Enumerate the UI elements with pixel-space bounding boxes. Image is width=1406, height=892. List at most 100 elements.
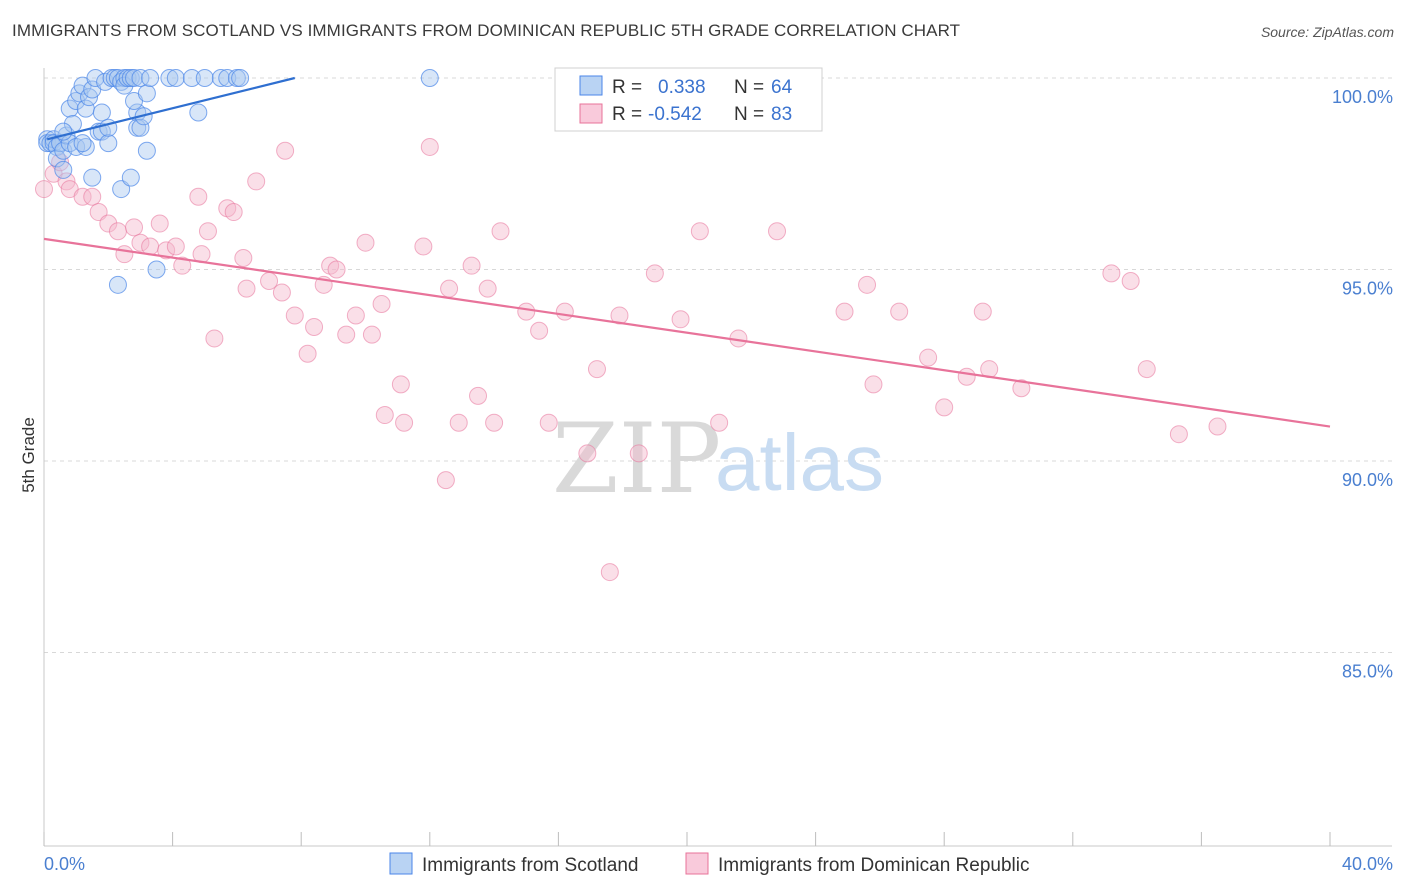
scotland-point-55	[218, 69, 237, 87]
dominican-point-28	[272, 283, 291, 302]
correlation-legend: R = 0.338 N = 64 R = -0.542 N = 83	[554, 67, 823, 132]
dominican-point-60	[600, 563, 619, 582]
dominican-point-45	[420, 137, 439, 156]
dominican-point-35	[327, 260, 346, 279]
dominican-point-15	[157, 241, 176, 260]
scotland-point-12	[60, 99, 79, 118]
dominican-point-11	[125, 218, 144, 237]
x-tick-label-0: 0.0%	[44, 854, 85, 874]
dominican-point-61	[610, 306, 629, 325]
dominican-point-5	[73, 187, 92, 206]
scotland-trend-line	[46, 76, 296, 141]
dominican-point-7	[89, 203, 108, 222]
dominican-point-37	[346, 306, 365, 325]
legend-r-label-dominican: R =	[612, 104, 642, 125]
dominican-point-58	[578, 444, 597, 463]
dominican-point-82	[1169, 425, 1188, 444]
scotland-point-54	[211, 69, 230, 87]
watermark: ZIP atlas	[552, 403, 884, 515]
dominican-point-32	[305, 317, 324, 336]
dominican-point-16	[166, 237, 185, 256]
scotland-points	[38, 69, 439, 294]
bottom-legend-swatch-dominican	[685, 852, 709, 875]
dominican-point-25	[237, 279, 256, 298]
dominican-point-78	[1012, 379, 1031, 398]
dominican-point-48	[449, 413, 468, 432]
series-legend: Immigrants from Scotland Immigrants from…	[389, 852, 1030, 876]
scotland-point-6	[47, 149, 66, 168]
dominican-point-65	[690, 222, 709, 241]
dominican-point-6	[83, 187, 102, 206]
dominican-point-51	[478, 279, 497, 298]
dominican-point-75	[957, 367, 976, 386]
legend-n-value-dominican: 83	[771, 104, 792, 125]
scotland-point-26	[92, 103, 111, 122]
scotland-point-28	[99, 134, 118, 153]
scotland-point-57	[231, 69, 250, 87]
scotland-point-34	[112, 180, 131, 199]
scotland-point-58	[420, 69, 439, 87]
dominican-point-46	[436, 471, 455, 490]
dominican-point-63	[645, 264, 664, 283]
dominican-point-73	[919, 348, 938, 367]
dominican-point-76	[973, 302, 992, 321]
dominican-point-62	[629, 444, 648, 463]
y-tick-label-2: 90.0%	[1342, 470, 1393, 490]
dominican-point-21	[205, 329, 224, 348]
legend-n-label-dominican: N =	[734, 104, 764, 125]
scotland-point-9	[54, 160, 73, 179]
dominican-point-38	[356, 233, 375, 252]
trend-lines	[43, 76, 1331, 428]
dominican-point-70	[858, 275, 877, 294]
dominican-point-72	[890, 302, 909, 321]
scotland-point-51	[166, 69, 185, 87]
legend-r-label-scotland: R =	[612, 77, 642, 98]
source-label: Source: ZipAtlas.com	[1260, 24, 1394, 40]
dominican-point-24	[234, 249, 253, 268]
dominican-point-0	[35, 180, 53, 199]
dominican-point-56	[539, 413, 558, 432]
axes	[43, 68, 1392, 847]
legend-n-label-scotland: N =	[734, 77, 764, 98]
scotland-point-52	[182, 69, 201, 87]
dominican-point-57	[555, 302, 574, 321]
y-tick-label-1: 95.0%	[1342, 279, 1393, 299]
dominican-point-71	[864, 375, 883, 394]
dominican-point-30	[285, 306, 304, 325]
bottom-legend-dominican: Immigrants from Dominican Republic	[718, 855, 1030, 876]
bottom-legend-scotland: Immigrants from Scotland	[422, 855, 638, 876]
legend-n-value-scotland: 64	[771, 77, 793, 98]
scotland-point-53	[195, 69, 214, 87]
dominican-point-53	[491, 222, 510, 241]
dominican-trend-line	[43, 237, 1331, 428]
legend-swatch-scotland	[579, 75, 603, 96]
dominican-point-18	[189, 187, 208, 206]
y-tick-label-3: 85.0%	[1342, 662, 1393, 682]
dominican-point-83	[1208, 417, 1227, 436]
dominican-point-8	[99, 214, 118, 233]
watermark-atlas: atlas	[715, 418, 884, 507]
dominican-point-49	[462, 256, 481, 275]
scotland-point-39	[121, 168, 140, 187]
chart-title: IMMIGRANTS FROM SCOTLAND VS IMMIGRANTS F…	[12, 21, 961, 40]
dominican-point-10	[115, 245, 134, 264]
dominican-point-59	[587, 360, 606, 379]
scotland-point-47	[137, 141, 156, 160]
dominican-point-69	[835, 302, 854, 321]
scotland-point-21	[83, 168, 102, 187]
scotland-point-48	[141, 69, 160, 87]
scotland-point-40	[125, 69, 144, 87]
dominican-point-66	[710, 413, 729, 432]
y-axis-label: 5th Grade	[19, 417, 38, 493]
dominican-point-26	[247, 172, 266, 191]
bottom-legend-swatch-scotland	[389, 852, 413, 875]
dominican-point-43	[395, 413, 414, 432]
dominican-point-36	[337, 325, 356, 344]
dominican-point-68	[768, 222, 787, 241]
dominican-point-9	[108, 222, 127, 241]
dominican-point-74	[935, 398, 954, 417]
dominican-point-81	[1137, 360, 1156, 379]
dominican-point-47	[440, 279, 459, 298]
dominican-point-41	[375, 406, 394, 425]
